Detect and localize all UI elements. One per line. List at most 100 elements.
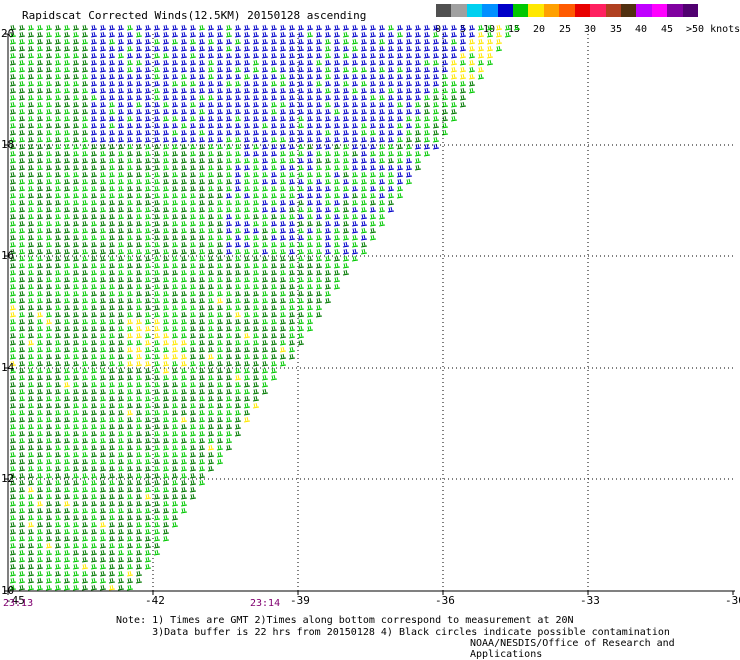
wind-barb [297, 185, 305, 192]
wind-barb [81, 451, 89, 458]
wind-barb [18, 374, 26, 381]
wind-barb [90, 360, 98, 367]
wind-barb [234, 192, 242, 199]
wind-barb [324, 178, 332, 185]
wind-barb [162, 479, 170, 486]
wind-barb [90, 206, 98, 213]
wind-barb [441, 80, 449, 87]
wind-barb [135, 409, 143, 416]
wind-barb [45, 563, 53, 570]
wind-barb [333, 122, 341, 129]
wind-barb [423, 52, 431, 59]
wind-barb [72, 395, 80, 402]
wind-barb [72, 332, 80, 339]
wind-barb [72, 514, 80, 521]
wind-barb [270, 101, 278, 108]
wind-barb [135, 157, 143, 164]
wind-barb [207, 220, 215, 227]
wind-barb [297, 143, 305, 150]
wind-barb [90, 255, 98, 262]
wind-barb [387, 150, 395, 157]
wind-barb [207, 430, 215, 437]
wind-barb [171, 136, 179, 143]
wind-barb [288, 227, 296, 234]
wind-barb [90, 577, 98, 584]
wind-barb [108, 472, 116, 479]
latitude-tick-label: 16 [1, 249, 14, 262]
wind-barb [288, 122, 296, 129]
wind-barb [162, 129, 170, 136]
wind-barb [189, 374, 197, 381]
wind-barb [117, 430, 125, 437]
wind-barb [243, 129, 251, 136]
wind-barb [99, 31, 107, 38]
wind-barb [225, 227, 233, 234]
wind-barb [162, 220, 170, 227]
wind-barb [234, 409, 242, 416]
wind-barb [153, 290, 161, 297]
wind-barb [81, 276, 89, 283]
wind-barb [72, 507, 80, 514]
wind-barb [189, 248, 197, 255]
wind-barb [99, 430, 107, 437]
wind-barb [252, 108, 260, 115]
wind-barb [198, 150, 206, 157]
legend-swatch [513, 4, 529, 17]
wind-barb [27, 248, 35, 255]
wind-barb [171, 346, 179, 353]
wind-barb [207, 465, 215, 472]
wind-barb [63, 248, 71, 255]
wind-barb [324, 283, 332, 290]
wind-barb [135, 556, 143, 563]
wind-barb [54, 374, 62, 381]
wind-barb [225, 269, 233, 276]
wind-barb [171, 444, 179, 451]
wind-barb [162, 416, 170, 423]
wind-barb [18, 276, 26, 283]
wind-barb [153, 262, 161, 269]
wind-barb [207, 31, 215, 38]
wind-barb [54, 409, 62, 416]
wind-barb [234, 108, 242, 115]
wind-barb [225, 437, 233, 444]
wind-barb [18, 213, 26, 220]
wind-barb [135, 304, 143, 311]
wind-barb [90, 31, 98, 38]
wind-barb [351, 227, 359, 234]
wind-barb [180, 493, 188, 500]
wind-barb [36, 276, 44, 283]
wind-barb [171, 80, 179, 87]
wind-barb [117, 157, 125, 164]
wind-barb [306, 199, 314, 206]
wind-barb [135, 465, 143, 472]
wind-barb [117, 472, 125, 479]
wind-barb [198, 318, 206, 325]
wind-barb [198, 444, 206, 451]
wind-barb [252, 73, 260, 80]
wind-barb [36, 199, 44, 206]
wind-barb [369, 108, 377, 115]
wind-barb [90, 430, 98, 437]
wind-barb [144, 73, 152, 80]
wind-barb [108, 129, 116, 136]
wind-barb [63, 507, 71, 514]
wind-barb [18, 542, 26, 549]
wind-barb [207, 227, 215, 234]
wind-barb [108, 423, 116, 430]
wind-barb [315, 115, 323, 122]
wind-barb [225, 38, 233, 45]
wind-barb [18, 451, 26, 458]
wind-barb [72, 255, 80, 262]
wind-barb [144, 353, 152, 360]
wind-barb [162, 45, 170, 52]
wind-barb [387, 185, 395, 192]
wind-barb [117, 52, 125, 59]
wind-barb [27, 556, 35, 563]
wind-barb [378, 164, 386, 171]
wind-barb [117, 542, 125, 549]
wind-barb [108, 437, 116, 444]
wind-barb [171, 507, 179, 514]
wind-barb [126, 325, 134, 332]
wind-barb [108, 507, 116, 514]
wind-barb [252, 136, 260, 143]
